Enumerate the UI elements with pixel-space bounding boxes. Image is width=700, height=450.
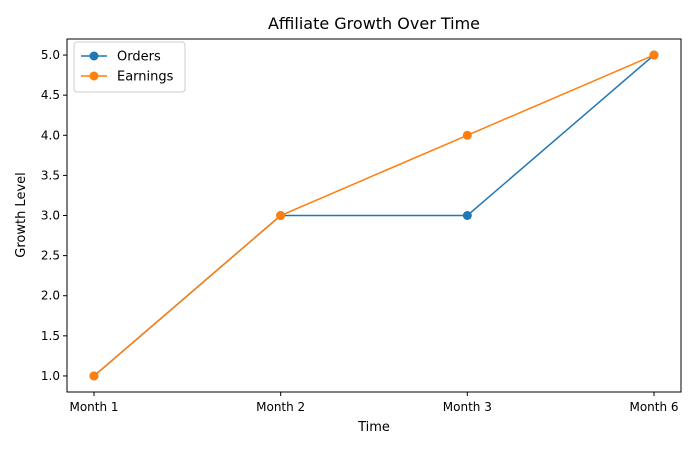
x-tick-label: Month 1 [69,400,118,414]
y-tick-label: 1.5 [41,329,60,343]
legend-box [73,41,186,93]
chart-title: Affiliate Growth Over Time [268,14,480,33]
series-line-earnings [93,54,655,377]
legend: Orders Earnings [73,41,186,93]
x-tick-label: Month 6 [629,400,678,414]
y-tick-label: 3.0 [41,209,60,223]
legend-marker-earnings [89,71,99,81]
y-tick-label: 5.0 [41,48,60,62]
y-axis-label: Growth Level [14,172,29,258]
data-point-orders [462,211,472,220]
data-point-earnings [462,130,472,140]
legend-label-earnings: Earnings [117,70,174,85]
x-tick-label: Month 3 [443,400,492,414]
y-axis-ticks: 1.0 1.5 2.0 2.5 3.0 3.5 4.0 4.5 5.0 [41,48,67,383]
data-point-earnings [276,211,286,220]
data-point-earnings [649,50,659,60]
y-tick-label: 2.0 [41,289,60,303]
data-point-earnings [89,371,99,381]
y-tick-label: 3.5 [41,168,60,182]
y-tick-label: 4.0 [41,128,60,142]
x-axis-ticks: Month 1 Month 2 Month 3 Month 6 [69,392,679,414]
y-tick-label: 4.5 [41,88,60,102]
series-layer [89,50,659,381]
y-tick-label: 2.5 [41,249,60,263]
legend-marker-orders [89,51,99,61]
x-tick-label: Month 2 [256,400,305,414]
y-tick-label: 1.0 [41,369,60,383]
legend-label-orders: Orders [117,50,161,65]
x-axis-label: Time [357,420,390,435]
